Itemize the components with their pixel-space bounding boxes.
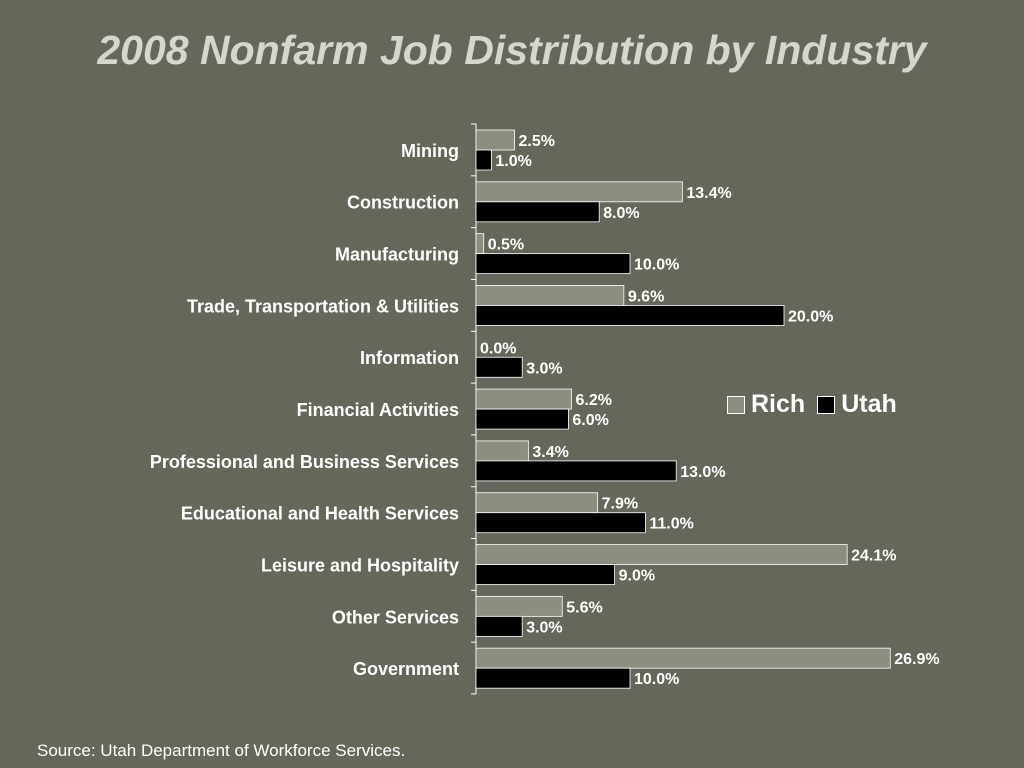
data-label-utah: 8.0% bbox=[603, 205, 639, 222]
bar-utah bbox=[475, 667, 631, 689]
data-label-rich: 5.6% bbox=[566, 599, 602, 616]
legend-label-rich: Rich bbox=[751, 390, 806, 418]
category-label: Mining bbox=[401, 141, 459, 161]
legend-swatch-utah bbox=[817, 395, 836, 414]
data-label-utah: 9.0% bbox=[619, 568, 655, 585]
bar-utah bbox=[475, 201, 600, 223]
bar-rich bbox=[475, 285, 625, 306]
bar-utah bbox=[475, 460, 677, 482]
bar-utah bbox=[475, 615, 523, 637]
data-label-rich: 13.4% bbox=[686, 185, 731, 202]
data-label-utah: 13.0% bbox=[680, 464, 725, 481]
data-label-utah: 10.0% bbox=[634, 671, 679, 688]
chart-title: 2008 Nonfarm Job Distribution by Industr… bbox=[97, 27, 927, 73]
category-label: Information bbox=[360, 348, 459, 368]
legend-swatch-rich bbox=[727, 395, 745, 414]
bar-utah bbox=[475, 408, 569, 430]
data-label-utah: 10.0% bbox=[634, 257, 679, 274]
bar-rich bbox=[475, 233, 485, 255]
legend-label-utah: Utah bbox=[841, 390, 897, 418]
data-label-rich: 24.1% bbox=[851, 548, 896, 565]
legend-item-utah: Utah bbox=[817, 390, 897, 419]
category-label: Trade, Transportation & Utilities bbox=[187, 296, 459, 316]
data-label-utah: 6.0% bbox=[572, 412, 608, 429]
bar-utah bbox=[475, 149, 492, 171]
chart-legend: Rich Utah bbox=[727, 390, 909, 419]
data-label-rich: 0.0% bbox=[480, 340, 516, 357]
category-label: Professional and Business Services bbox=[150, 452, 459, 472]
bar-utah bbox=[475, 305, 785, 326]
data-label-utah: 3.0% bbox=[526, 619, 562, 636]
bar-utah bbox=[475, 253, 631, 275]
data-label-rich: 0.5% bbox=[488, 237, 524, 254]
data-label-rich: 7.9% bbox=[602, 496, 638, 513]
category-label: Financial Activities bbox=[297, 400, 459, 420]
data-label-rich: 2.5% bbox=[519, 133, 555, 150]
bar-utah bbox=[475, 512, 646, 534]
source-note: Source: Utah Department of Workforce Ser… bbox=[37, 741, 406, 760]
bar-rich bbox=[475, 129, 515, 151]
data-label-utah: 11.0% bbox=[649, 516, 693, 533]
bar-rich bbox=[475, 647, 891, 669]
category-label: Educational and Health Services bbox=[181, 504, 459, 524]
data-label-rich: 9.6% bbox=[628, 288, 664, 305]
legend-item-rich: Rich bbox=[727, 390, 805, 419]
bar-rich bbox=[475, 388, 572, 410]
data-label-utah: 20.0% bbox=[788, 308, 833, 325]
bar-rich bbox=[475, 544, 848, 565]
data-label-rich: 26.9% bbox=[894, 651, 939, 668]
data-label-rich: 6.2% bbox=[575, 392, 611, 409]
data-label-utah: 3.0% bbox=[526, 360, 562, 377]
category-label: Construction bbox=[347, 193, 459, 213]
bar-rich bbox=[475, 440, 529, 462]
category-label: Manufacturing bbox=[335, 245, 459, 265]
bar-utah bbox=[475, 356, 523, 378]
bar-rich bbox=[475, 595, 563, 617]
category-label: Leisure and Hospitality bbox=[261, 555, 459, 575]
data-label-utah: 1.0% bbox=[495, 153, 531, 170]
bar-rich bbox=[475, 181, 683, 203]
bar-utah bbox=[475, 564, 616, 585]
category-label: Other Services bbox=[332, 607, 459, 627]
bar-rich bbox=[475, 492, 599, 514]
category-label: Government bbox=[353, 659, 459, 679]
data-label-rich: 3.4% bbox=[532, 444, 568, 461]
